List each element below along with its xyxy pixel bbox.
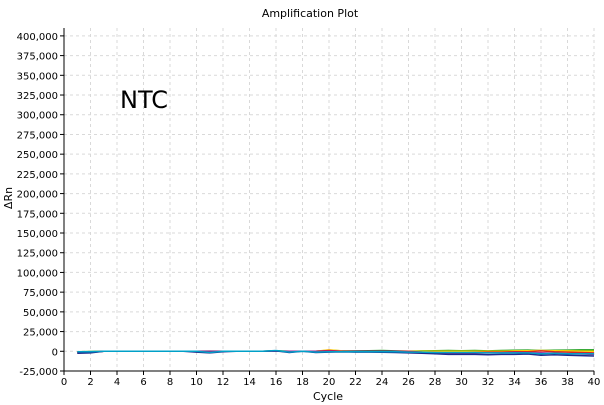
x-tick-label: 24: [376, 377, 389, 388]
x-tick-label: 10: [190, 377, 203, 388]
y-tick-label: 125,000: [17, 249, 58, 260]
y-tick-label: 75,000: [23, 288, 58, 299]
y-tick-label: 175,000: [17, 209, 58, 220]
y-tick-label: 400,000: [17, 32, 58, 43]
x-tick-label: 38: [561, 377, 574, 388]
series-line-6: [77, 349, 594, 355]
y-tick-label: 275,000: [17, 130, 58, 141]
x-tick-label: 28: [429, 377, 442, 388]
x-tick-label: 14: [243, 377, 256, 388]
x-tick-label: 12: [217, 377, 230, 388]
y-tick-label: 250,000: [17, 150, 58, 161]
y-tick-label: 50,000: [23, 308, 58, 319]
x-tick-label: 34: [508, 377, 521, 388]
y-axis-title: ΔRn: [2, 187, 15, 209]
chart-title: Amplification Plot: [262, 7, 359, 20]
y-tick-label: -25,000: [19, 367, 58, 378]
x-tick-label: 32: [482, 377, 495, 388]
ntc-annotation: NTC: [120, 86, 168, 114]
y-tick-label: 100,000: [17, 268, 58, 279]
x-tick-label: 36: [535, 377, 548, 388]
y-tick-labels: -25,000 0 25,000 50,000 75,000 100,000 125,000…: [17, 32, 58, 378]
x-tick-label: 8: [167, 377, 173, 388]
y-tick-label: 0: [52, 347, 58, 358]
x-tick-label: 6: [140, 377, 146, 388]
x-tick-label: 20: [323, 377, 336, 388]
x-tick-label: 2: [87, 377, 93, 388]
y-tick-label: 200,000: [17, 190, 58, 201]
x-tick-label: 26: [402, 377, 415, 388]
y-tick-label: 350,000: [17, 71, 58, 82]
x-tick-label: 22: [349, 377, 362, 388]
y-tick-label: 300,000: [17, 111, 58, 122]
x-tick-label: 40: [588, 377, 601, 388]
axis-layer: [60, 28, 595, 375]
y-tick-label: 25,000: [23, 328, 58, 339]
x-axis-title: Cycle: [313, 390, 343, 403]
y-tick-label: 225,000: [17, 170, 58, 181]
x-tick-label: 18: [296, 377, 309, 388]
x-tick-label: 4: [114, 377, 120, 388]
y-tick-label: 325,000: [17, 91, 58, 102]
x-tick-label: 0: [61, 377, 67, 388]
y-tick-label: 375,000: [17, 52, 58, 63]
x-tick-label: 16: [270, 377, 283, 388]
y-tick-label: 150,000: [17, 229, 58, 240]
series-layer: [77, 349, 595, 357]
x-tick-label: 30: [455, 377, 468, 388]
x-tick-labels: 0 2 4 6 8 10 12 14 16 18 20 22 24 26 28 30 32 34 36 38 40: [61, 377, 601, 388]
